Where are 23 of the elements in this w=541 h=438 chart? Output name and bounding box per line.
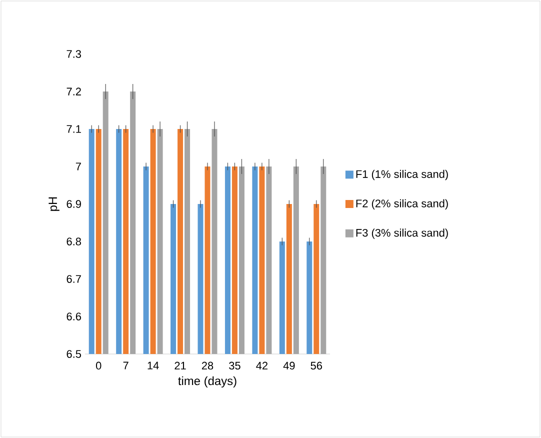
x-tick-label: 7 bbox=[123, 362, 128, 370]
legend-label: F2 (2% silica sand) bbox=[356, 199, 448, 210]
y-tick-label: 7.1 bbox=[66, 125, 81, 133]
x-tick-label: 28 bbox=[202, 362, 214, 370]
x-axis-title: time (days) bbox=[178, 376, 236, 388]
x-tick-label: 0 bbox=[96, 362, 102, 370]
x-tick-label: 49 bbox=[283, 362, 295, 370]
y-tick-label: 7 bbox=[76, 162, 81, 170]
legend-label: F1 (1% silica sand) bbox=[356, 170, 448, 180]
y-tick-label: 7.2 bbox=[66, 88, 81, 96]
y-tick-label: 6.7 bbox=[66, 275, 81, 283]
x-tick-label: 14 bbox=[148, 362, 159, 370]
x-tick-label: 56 bbox=[310, 362, 322, 370]
y-tick-label: 7.3 bbox=[66, 50, 81, 58]
legend-label: F3 (3% silica sand) bbox=[356, 228, 448, 239]
x-tick-label: 21 bbox=[174, 362, 186, 370]
y-tick-label: 6.6 bbox=[66, 312, 81, 320]
x-tick-label: 42 bbox=[256, 362, 268, 370]
y-axis-title: pH bbox=[48, 197, 60, 211]
x-tick-label: 35 bbox=[229, 362, 240, 370]
y-tick-label: 6.8 bbox=[66, 238, 81, 246]
y-tick-label: 6.9 bbox=[66, 200, 81, 208]
y-tick-label: 6.5 bbox=[66, 350, 82, 358]
